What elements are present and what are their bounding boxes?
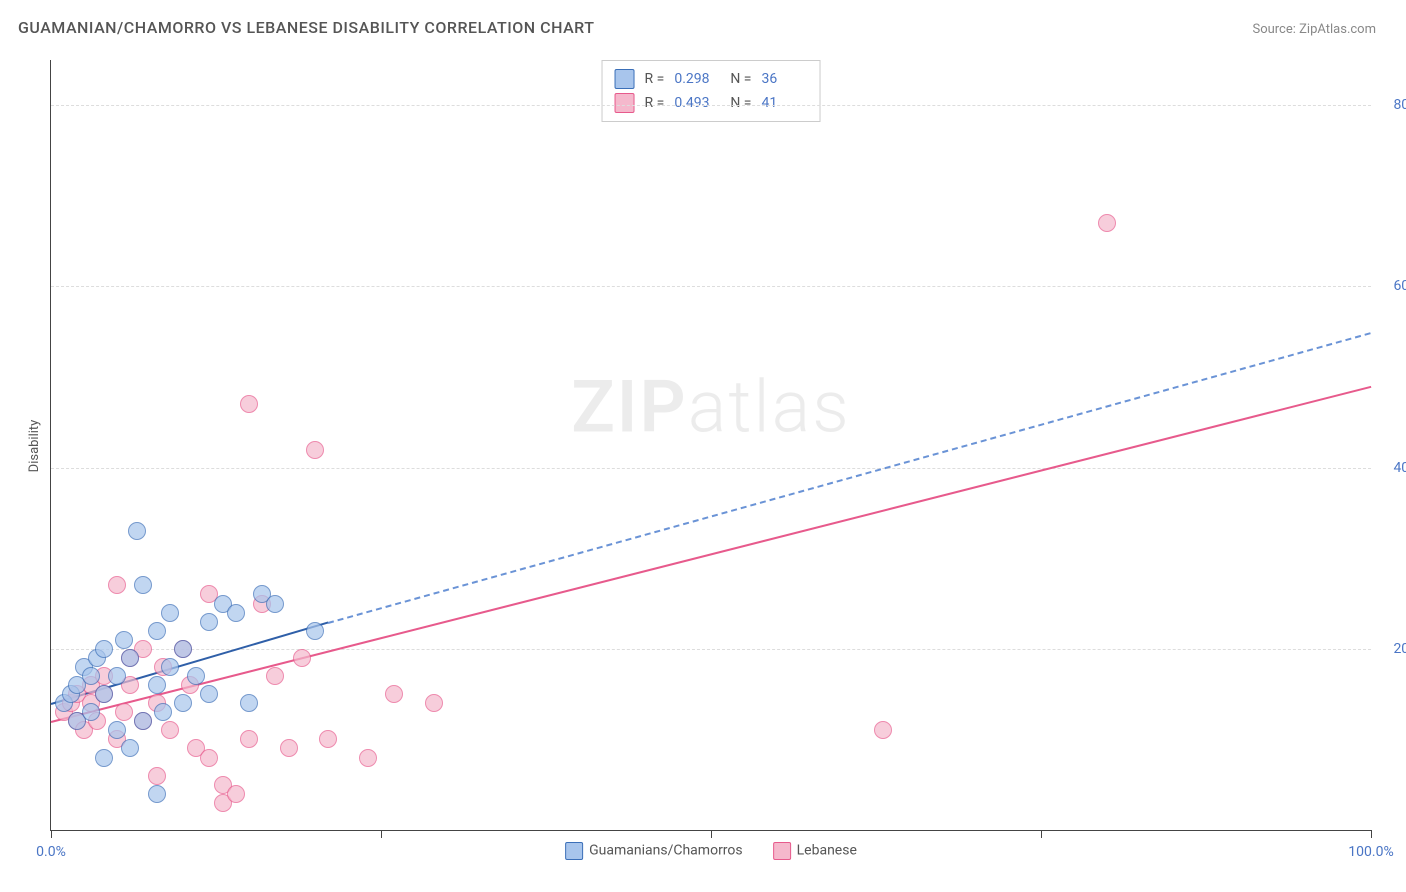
ytick-label: 40.0%: [1376, 460, 1406, 476]
stats-row-b: R = 0.493 N = 41: [615, 91, 808, 115]
xtick-label-max: 100.0%: [1348, 844, 1393, 860]
plot-area: ZIPatlas R = 0.298 N = 36 R = 0.493 N = …: [50, 60, 1371, 831]
xtick-label-min: 0.0%: [36, 844, 66, 860]
legend-item-b: Lebanese: [773, 842, 857, 860]
trend-line: [51, 386, 1371, 723]
source-prefix: Source:: [1252, 22, 1299, 37]
data-point: [319, 730, 337, 748]
data-point: [82, 667, 100, 685]
data-point: [108, 721, 126, 739]
xtick: [1371, 830, 1372, 838]
data-point: [266, 595, 284, 613]
data-point: [82, 703, 100, 721]
watermark: ZIPatlas: [571, 364, 851, 449]
data-point: [227, 785, 245, 803]
gridline: [51, 105, 1371, 106]
R-label: R =: [645, 71, 665, 87]
stats-legend: R = 0.298 N = 36 R = 0.493 N = 41: [602, 60, 821, 122]
data-point: [1098, 214, 1116, 232]
data-point: [154, 703, 172, 721]
data-point: [240, 694, 258, 712]
N-label: N =: [730, 71, 751, 87]
legend-label-a: Guamanians/Chamorros: [589, 843, 743, 859]
R-value-a: 0.298: [674, 71, 720, 87]
data-point: [174, 640, 192, 658]
gridline: [51, 649, 1371, 650]
data-point: [148, 676, 166, 694]
source-attribution: Source: ZipAtlas.com: [1252, 22, 1376, 37]
data-point: [121, 649, 139, 667]
data-point: [385, 685, 403, 703]
data-point: [874, 721, 892, 739]
data-point: [108, 667, 126, 685]
source-name: ZipAtlas.com: [1299, 22, 1376, 37]
trend-line: [328, 332, 1371, 624]
legend-item-a: Guamanians/Chamorros: [565, 842, 743, 860]
chart-title: GUAMANIAN/CHAMORRO VS LEBANESE DISABILIT…: [18, 18, 594, 37]
data-point: [200, 749, 218, 767]
legend-label-b: Lebanese: [797, 843, 857, 859]
data-point: [174, 694, 192, 712]
N-value-b: 41: [761, 95, 807, 111]
data-point: [293, 649, 311, 667]
swatch-a-icon: [565, 842, 583, 860]
data-point: [148, 622, 166, 640]
data-point: [115, 703, 133, 721]
xtick: [711, 830, 712, 838]
stats-row-a: R = 0.298 N = 36: [615, 67, 808, 91]
data-point: [134, 576, 152, 594]
watermark-zip: ZIP: [571, 364, 687, 449]
swatch-b-icon: [773, 842, 791, 860]
data-point: [200, 613, 218, 631]
data-point: [95, 685, 113, 703]
N-label: N =: [730, 95, 751, 111]
data-point: [359, 749, 377, 767]
y-axis-label: Disability: [27, 420, 42, 473]
gridline: [51, 468, 1371, 469]
data-point: [240, 730, 258, 748]
xtick: [51, 830, 52, 838]
R-value-b: 0.493: [674, 95, 720, 111]
data-point: [187, 667, 205, 685]
N-value-a: 36: [761, 71, 807, 87]
data-point: [134, 712, 152, 730]
data-point: [425, 694, 443, 712]
ytick-label: 60.0%: [1376, 278, 1406, 294]
data-point: [128, 522, 146, 540]
series-legend: Guamanians/Chamorros Lebanese: [565, 842, 857, 860]
swatch-a-icon: [615, 69, 635, 89]
xtick: [381, 830, 382, 838]
data-point: [108, 576, 126, 594]
data-point: [161, 721, 179, 739]
watermark-atlas: atlas: [688, 364, 851, 449]
data-point: [200, 685, 218, 703]
data-point: [306, 622, 324, 640]
data-point: [227, 604, 245, 622]
data-point: [306, 441, 324, 459]
data-point: [161, 604, 179, 622]
data-point: [148, 785, 166, 803]
data-point: [266, 667, 284, 685]
swatch-b-icon: [615, 93, 635, 113]
data-point: [95, 640, 113, 658]
data-point: [280, 739, 298, 757]
data-point: [148, 767, 166, 785]
ytick-label: 20.0%: [1376, 641, 1406, 657]
data-point: [240, 395, 258, 413]
data-point: [121, 739, 139, 757]
chart-frame: GUAMANIAN/CHAMORRO VS LEBANESE DISABILIT…: [0, 0, 1406, 892]
R-label: R =: [645, 95, 665, 111]
data-point: [95, 749, 113, 767]
ytick-label: 80.0%: [1376, 97, 1406, 113]
xtick: [1041, 830, 1042, 838]
gridline: [51, 286, 1371, 287]
data-point: [161, 658, 179, 676]
data-point: [115, 631, 133, 649]
